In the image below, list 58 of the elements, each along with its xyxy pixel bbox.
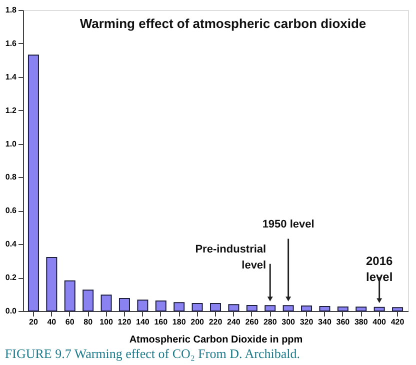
x-tick-label: 20 <box>29 318 38 326</box>
bar <box>356 306 367 312</box>
x-tick-label: 400 <box>372 318 387 326</box>
x-tick-label: 80 <box>84 318 94 326</box>
annotation: 1950 level <box>262 218 314 230</box>
x-tick-label: 60 <box>65 318 75 326</box>
y-tick-label: 0.8 <box>5 172 18 182</box>
bar <box>228 304 240 312</box>
x-tick-label: 40 <box>47 318 57 326</box>
x-tick-label: 160 <box>154 318 168 326</box>
y-tick-label: 1.6 <box>5 38 18 48</box>
y-tick-label: 0.6 <box>5 206 18 216</box>
bar <box>301 305 312 312</box>
bar <box>319 306 330 312</box>
bar <box>82 290 94 312</box>
x-tick-label: 140 <box>136 318 150 326</box>
x-tick-label: 200 <box>190 318 205 326</box>
x-tick-label: 360 <box>336 318 350 326</box>
bar <box>100 294 112 312</box>
bar <box>264 305 276 312</box>
bar <box>374 306 385 312</box>
annotation: Pre-industrial level <box>195 244 266 272</box>
x-tick-label: 420 <box>390 318 405 326</box>
x-axis-title: Atmospheric Carbon Dioxide in ppm <box>129 334 303 346</box>
bar <box>137 300 148 312</box>
x-tick-label: 340 <box>318 318 332 326</box>
y-tick-label: 1.8 <box>5 6 18 14</box>
bar <box>174 302 185 312</box>
x-tick-label: 220 <box>208 318 223 326</box>
bar <box>155 300 166 312</box>
x-tick-label: 380 <box>354 318 368 326</box>
caption: FIGURE 9.7 Warming effect of CO₂ From D. Archibald. <box>4 346 300 361</box>
bar <box>28 54 39 312</box>
x-tick-label: 280 <box>263 318 278 326</box>
x-tick-label: 320 <box>300 318 314 326</box>
bar <box>46 256 58 312</box>
bar <box>337 306 348 312</box>
x-tick-label: 120 <box>118 318 132 326</box>
y-tick-label: 0.2 <box>5 273 18 282</box>
y-tick-label: 1.4 <box>5 72 18 82</box>
bar <box>118 298 130 312</box>
bar <box>210 302 222 312</box>
x-tick-label: 260 <box>245 318 260 326</box>
x-tick-label: 180 <box>172 318 186 326</box>
x-tick-label: 300 <box>282 318 296 326</box>
bar <box>192 302 203 312</box>
x-tick-label: 100 <box>100 318 114 326</box>
x-tick-label: 240 <box>227 318 241 326</box>
bar <box>246 304 258 312</box>
y-tick-label: 0.4 <box>5 240 18 249</box>
text: Warming effect of atmospheric carbon dioxide <box>80 16 366 31</box>
bar <box>392 307 404 312</box>
y-tick-label: 1.2 <box>5 106 18 115</box>
annotation: 2016 level <box>366 254 393 284</box>
y-tick-label: 1.0 <box>5 139 18 148</box>
bar <box>64 280 76 312</box>
bar <box>282 305 294 312</box>
y-tick-label: 0.0 <box>5 306 18 316</box>
